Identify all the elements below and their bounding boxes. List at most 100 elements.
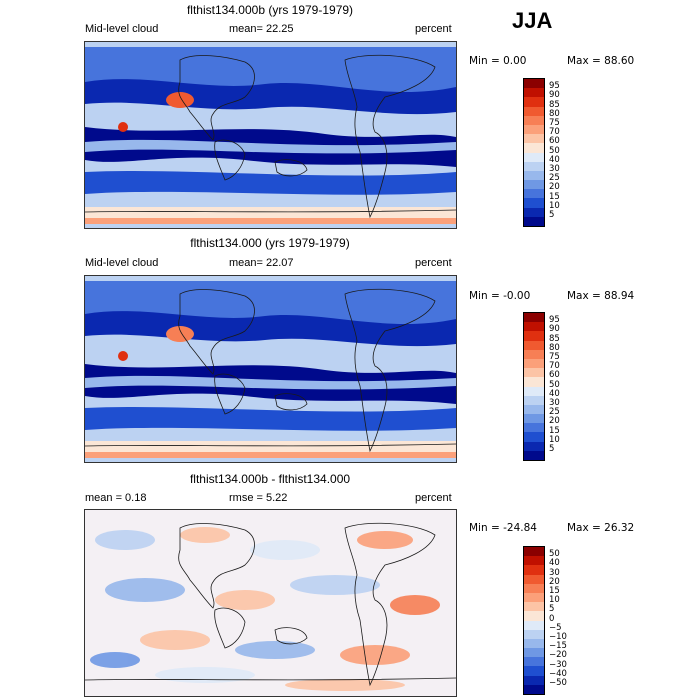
panel1-map — [84, 41, 457, 229]
panel3-patch-4 — [357, 531, 413, 549]
colorbar-tick-label: 15 — [549, 586, 560, 596]
colorbar-swatch — [524, 675, 544, 685]
panel3-patch-1 — [95, 530, 155, 550]
colorbar-tick-label: 50 — [549, 145, 560, 156]
panel3-patch-13 — [285, 679, 405, 691]
colorbar-swatch — [524, 377, 544, 387]
colorbar-swatch — [524, 106, 544, 116]
panel1-cloud-band — [85, 139, 456, 154]
panel1-title: flthist134.000b (yrs 1979-1979) — [186, 3, 354, 17]
panel3-units-label: percent — [415, 492, 452, 504]
colorbar-tick-label: 20 — [549, 576, 560, 587]
colorbar-tick-label: 5 — [549, 604, 555, 615]
colorbar-swatch — [524, 368, 544, 378]
colorbar-tick-label: 70 — [549, 361, 560, 372]
colorbar-swatch — [524, 556, 544, 566]
panel2-mean-label: mean= 22.07 — [229, 257, 294, 269]
colorbar-swatch — [524, 313, 544, 323]
colorbar-swatch — [524, 161, 544, 171]
colorbar-swatch — [524, 189, 544, 199]
colorbar-tick-label: −10 — [549, 632, 567, 642]
colorbar-swatch — [524, 180, 544, 190]
colorbar-swatch — [524, 386, 544, 396]
panel2-min-value: Min = -0.00 — [469, 290, 531, 302]
colorbar-tick-label: 70 — [549, 127, 560, 138]
colorbar-tick-label: 40 — [549, 388, 560, 399]
colorbar-swatches — [523, 312, 545, 461]
colorbar-tick-label: 60 — [549, 136, 560, 147]
colorbar-tick-label: 10 — [549, 595, 560, 606]
panel1-map-svg — [85, 42, 456, 228]
panel1-min-value: Min = 0.00 — [469, 55, 527, 67]
panel3-patch-10 — [235, 641, 315, 659]
colorbar-tick-label: 15 — [549, 191, 560, 202]
colorbar-tick-label: 5 — [549, 210, 555, 220]
colorbar-swatch — [524, 450, 544, 460]
panel3-patch-6 — [215, 590, 275, 610]
panel2-map-svg — [85, 276, 456, 462]
panel2-cloud-south — [85, 406, 456, 431]
panel3-diff-patches — [90, 527, 440, 691]
colorbar-swatch — [524, 684, 544, 694]
colorbar-tick-label: 90 — [549, 324, 560, 335]
colorbar-tick-label: 15 — [549, 425, 560, 436]
panel2-coastlines — [85, 288, 456, 453]
colorbar-swatch — [524, 423, 544, 433]
panel3-coastlines — [85, 522, 456, 687]
colorbar-tick-label: −50 — [549, 678, 567, 688]
colorbar-swatch — [524, 322, 544, 332]
colorbar-swatch — [524, 592, 544, 603]
colorbar-tick-label: −15 — [549, 641, 567, 652]
colorbar-swatch — [524, 170, 544, 181]
colorbar-swatch — [524, 79, 544, 89]
colorbar-tick-label: 75 — [549, 118, 560, 128]
panel3-patch-9 — [140, 630, 210, 650]
colorbar-tick-label: −40 — [549, 668, 567, 679]
colorbar-tick-label: 25 — [549, 173, 560, 184]
panel3-patch-8 — [390, 595, 440, 615]
colorbar-tick-label: −20 — [549, 650, 567, 661]
panel2-title: flthist134.000 (yrs 1979-1979) — [190, 236, 350, 250]
colorbar-tick-label: 30 — [549, 567, 560, 578]
panel3-max-value: Max = 26.32 — [567, 522, 635, 534]
colorbar-tick-label: 5 — [549, 444, 555, 454]
panel3-title: flthist134.000b - flthist134.000 — [189, 472, 351, 486]
panel3-map-svg — [85, 510, 456, 696]
colorbar-tick-label: 50 — [549, 379, 560, 390]
colorbar-swatch — [524, 97, 544, 107]
colorbar-swatch — [524, 143, 544, 153]
panel2-max-value: Max = 88.94 — [567, 290, 635, 302]
panel1-hotspot-1 — [166, 92, 194, 108]
colorbar-tick-label: 30 — [549, 164, 560, 174]
colorbar-tick-label: 60 — [549, 370, 560, 381]
colorbar-swatch — [524, 115, 544, 125]
panel2-field-label: Mid-level cloud — [85, 257, 159, 269]
colorbar-swatch — [524, 666, 544, 676]
colorbar-tick-label: −30 — [549, 659, 567, 670]
panel3-patch-3 — [250, 540, 320, 560]
panel3-mean-label: mean = 0.18 — [85, 492, 147, 504]
colorbar-swatch — [524, 395, 544, 405]
colorbar-tick-label: 95 — [549, 315, 560, 326]
panel3-patch-14 — [90, 652, 140, 668]
panel3-rmse-label: rmse = 5.22 — [229, 492, 288, 504]
panel1-mean-label: mean= 22.25 — [229, 23, 294, 35]
colorbar-swatch — [524, 349, 544, 359]
colorbar-tick-label: 80 — [549, 108, 560, 119]
panel1-south-edge — [85, 218, 456, 224]
panel2-colorbar: 95 90 85 80 75 70 60 50 40 30 25 20 15 10 5 — [523, 312, 583, 461]
panel2-map — [84, 275, 457, 463]
colorbar-tick-label: 10 — [549, 200, 560, 211]
panel1-hotspot-2 — [118, 122, 128, 132]
colorbar-tick-label: 90 — [549, 90, 560, 101]
colorbar-swatch — [524, 331, 544, 341]
season-label: JJA — [512, 8, 553, 33]
colorbar-swatches — [523, 546, 545, 695]
colorbar-swatch — [524, 547, 544, 557]
panel3-patch-2 — [180, 527, 230, 543]
colorbar-tick-label: 40 — [549, 154, 560, 165]
panel1-units-label: percent — [415, 23, 452, 35]
panel1-colorbar: 95 90 85 80 75 70 60 50 40 30 25 20 15 10 5 — [523, 78, 583, 227]
colorbar-tick-label: 20 — [549, 182, 560, 193]
colorbar-tick-label: 30 — [549, 398, 560, 408]
